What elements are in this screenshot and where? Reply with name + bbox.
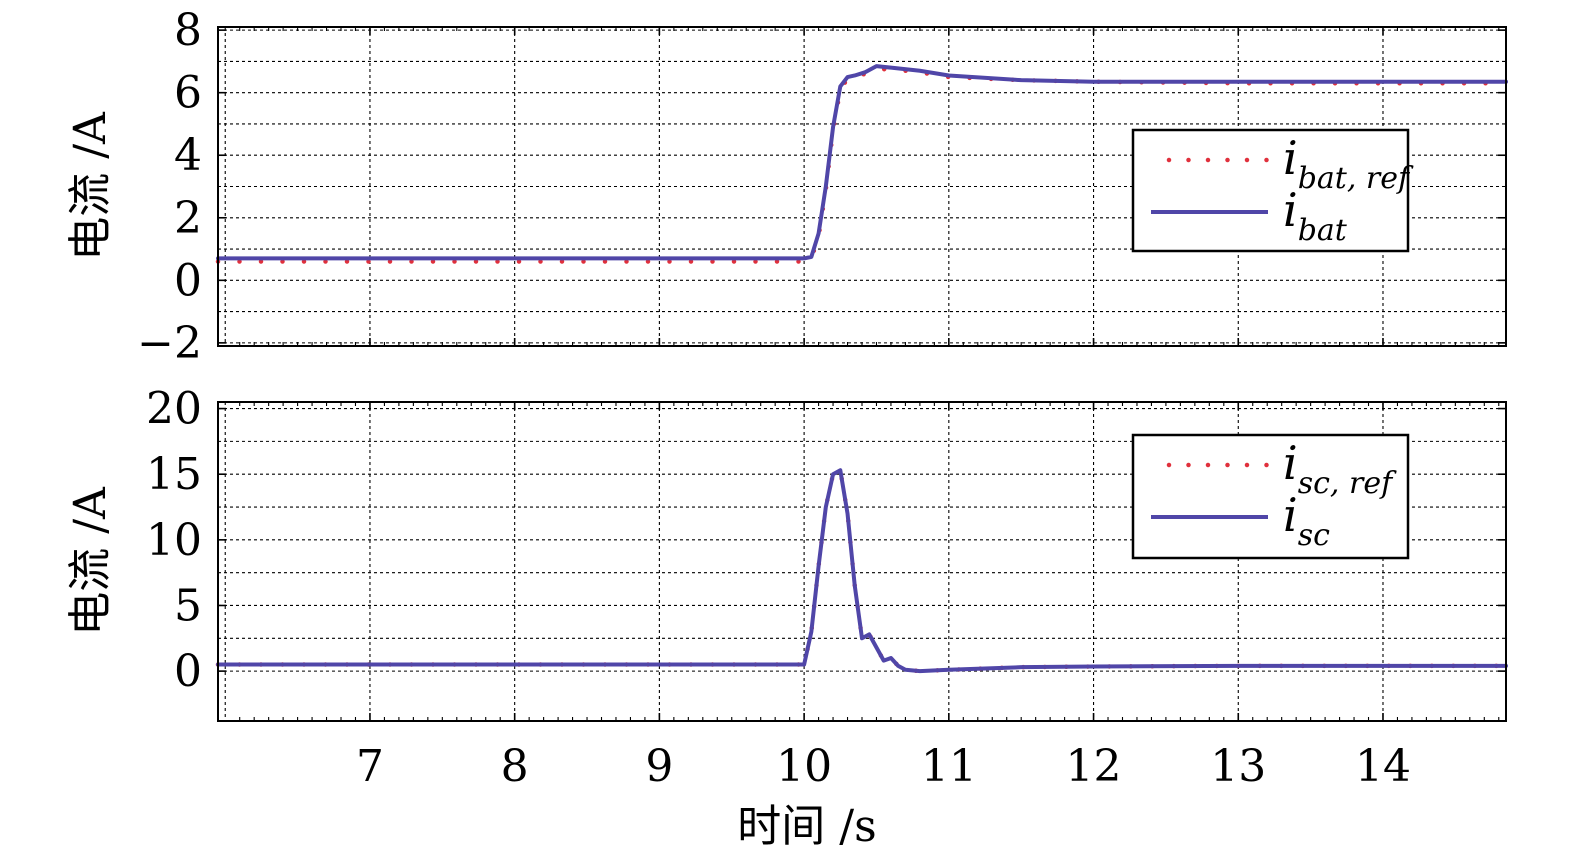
x-tick-label: 7 [356, 741, 384, 792]
legend-label: ibat [1283, 183, 1348, 248]
y-tick-label: −2 [137, 318, 202, 369]
x-axis-label: 时间 /s [737, 801, 876, 852]
y-axis-label: 电流 /A [65, 111, 116, 261]
y-tick-label: 2 [174, 193, 202, 244]
legend-label: ibat, ref [1283, 131, 1414, 196]
legend-label: isc [1283, 488, 1330, 553]
x-tick-label: 13 [1210, 741, 1266, 792]
y-tick-label: 4 [174, 130, 202, 181]
bottom-panel: 0 5 10 15 20 7 8 9 10 11 12 13 14 电流 /A 时间 /s isc, refi… [65, 384, 1509, 852]
legend-label-sub: sc [1298, 518, 1330, 553]
y-tick-label: 10 [146, 515, 202, 566]
plot-frame [217, 26, 1507, 347]
legend-label-main: i [1283, 436, 1298, 490]
series-line-sc [216, 468, 1508, 674]
legend-label-sub: bat, ref [1298, 161, 1414, 196]
legend-label-main: i [1283, 488, 1298, 542]
legend-box [1131, 128, 1410, 253]
x-tick-label: 11 [921, 741, 977, 792]
y-tick-label: 0 [174, 646, 202, 697]
y-tick-label: 0 [174, 255, 202, 306]
legend-label: isc, ref [1283, 436, 1397, 501]
y-tick-label: 8 [174, 5, 202, 56]
legend-label-sub: bat [1298, 213, 1348, 248]
x-tick-label: 8 [501, 741, 529, 792]
y-tick-label: 6 [174, 68, 202, 119]
x-tick-label: 12 [1066, 741, 1122, 792]
series-line-bat [216, 64, 1508, 261]
y-tick-label: 15 [146, 449, 202, 500]
legend-label-main: i [1283, 183, 1298, 237]
x-tick-label: 9 [645, 741, 673, 792]
y-tick-label: 20 [146, 384, 202, 435]
plot-frame [217, 401, 1507, 722]
y-axis-label: 电流 /A [65, 486, 116, 636]
legend-label-main: i [1283, 131, 1298, 185]
y-tick-label: 5 [174, 580, 202, 631]
legend-label-sub: sc, ref [1298, 466, 1397, 501]
legend-box [1131, 433, 1410, 560]
x-tick-label: 14 [1355, 741, 1411, 792]
x-tick-label: 10 [776, 741, 832, 792]
